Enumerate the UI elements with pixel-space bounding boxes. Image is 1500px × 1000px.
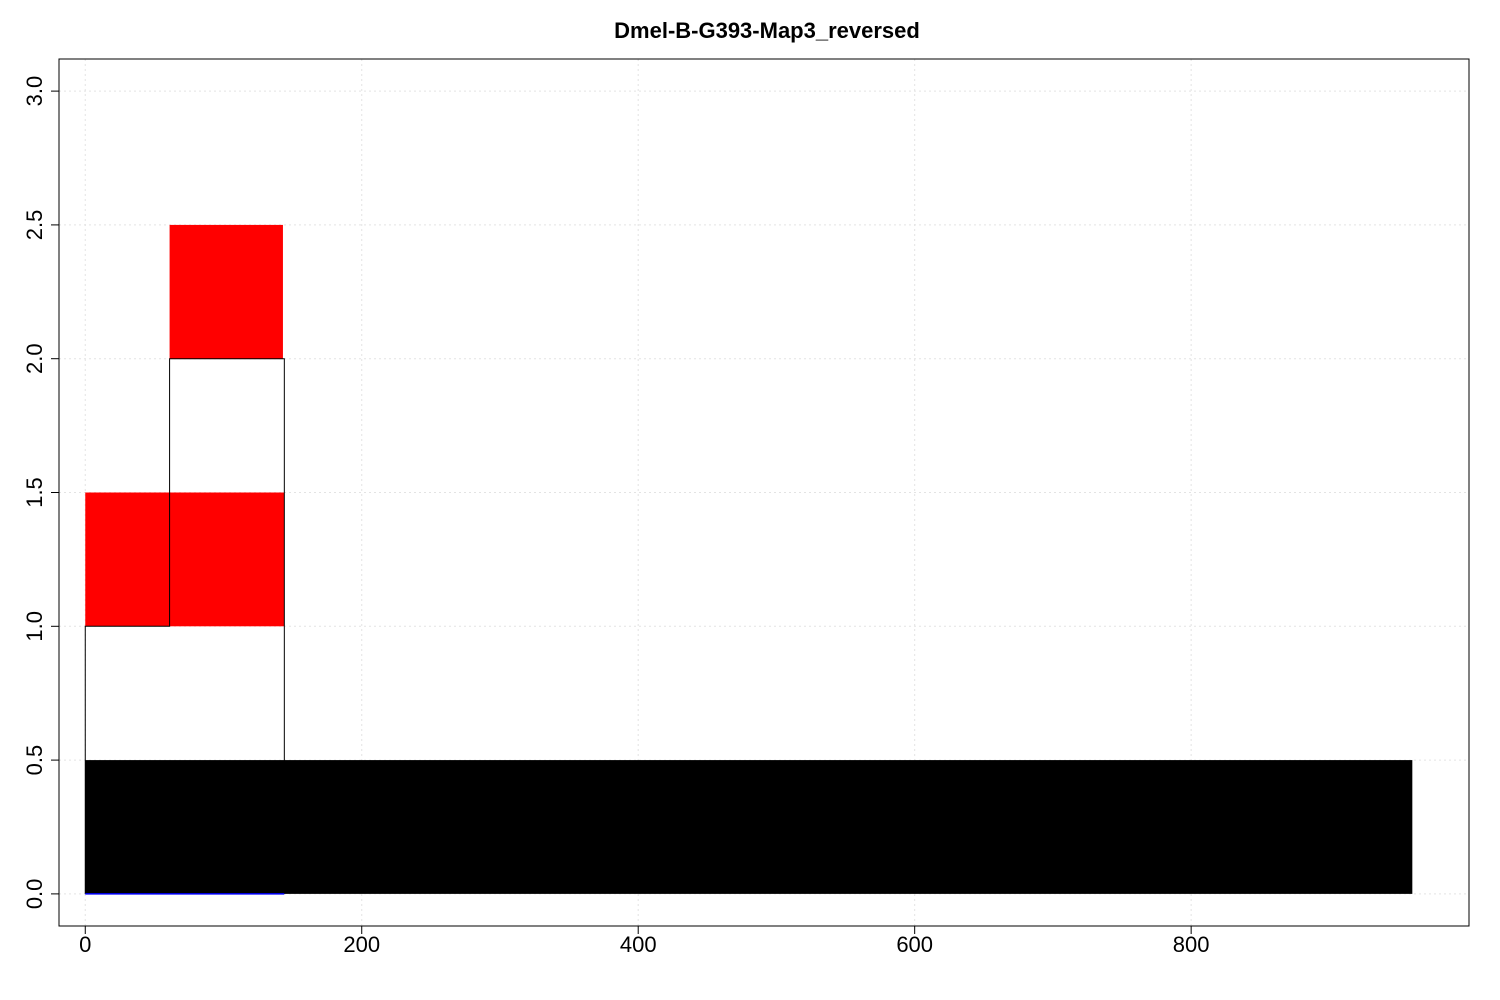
x-tick-label-3: 600 <box>896 932 933 957</box>
y-tick-label-3: 1.5 <box>22 477 47 508</box>
bar-read-1 <box>85 492 285 627</box>
bars <box>85 224 1413 894</box>
outlines <box>84 358 285 895</box>
y-tick-label-4: 2.0 <box>22 343 47 374</box>
y-tick-label-5: 2.5 <box>22 210 47 241</box>
y-tick-label-2: 1.0 <box>22 611 47 642</box>
x-tick-label-2: 400 <box>620 932 657 957</box>
y-tick-label-6: 3.0 <box>22 76 47 107</box>
x-tick-label-4: 800 <box>1173 932 1210 957</box>
y-tick-label-0: 0.0 <box>22 879 47 910</box>
x-tick-label-1: 200 <box>343 932 380 957</box>
chart-title: Dmel-B-G393-Map3_reversed <box>614 18 920 43</box>
y-tick-label-1: 0.5 <box>22 745 47 776</box>
y-axis: 0.0 0.5 1.0 1.5 2.0 2.5 3.0 <box>22 76 59 909</box>
outline-1 <box>84 358 285 894</box>
bar-read-2 <box>169 224 283 359</box>
bar-contig <box>85 760 1413 894</box>
x-tick-label-0: 0 <box>79 932 91 957</box>
x-axis: 0 200 400 600 800 <box>79 926 1210 957</box>
